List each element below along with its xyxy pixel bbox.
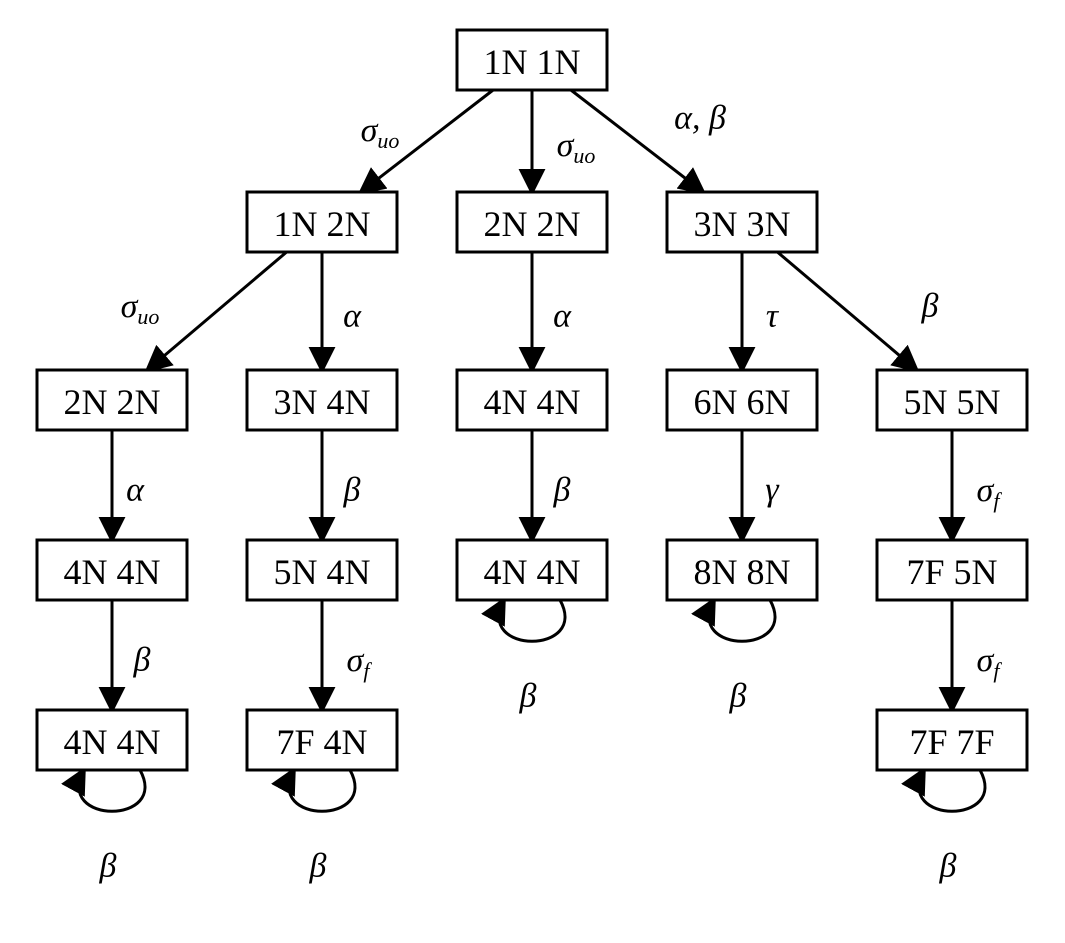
state-node: 4N 4N [457, 540, 607, 600]
node-label: 4N 4N [484, 552, 581, 592]
node-label: 5N 5N [904, 382, 1001, 422]
node-label: 7F 7F [909, 722, 994, 762]
node-label: 2N 2N [64, 382, 161, 422]
edge-label: β [729, 678, 747, 715]
state-node: 7F 7F [877, 710, 1027, 770]
edge-label: β [553, 472, 571, 509]
state-node: 6N 6N [667, 370, 817, 430]
state-node: 3N 4N [247, 370, 397, 430]
self-loop [709, 600, 775, 641]
edge [147, 252, 286, 370]
state-node: 4N 4N [37, 710, 187, 770]
edge-label: α [343, 298, 362, 335]
state-node: 4N 4N [457, 370, 607, 430]
edge-label: β [921, 288, 939, 325]
node-label: 4N 4N [64, 552, 161, 592]
edge-label: α [553, 298, 572, 335]
node-label: 8N 8N [694, 552, 791, 592]
self-loop [289, 770, 355, 811]
node-label: 1N 1N [484, 42, 581, 82]
node-label: 7F 4N [276, 722, 367, 762]
edge [777, 252, 916, 370]
edge-label: σuo [557, 127, 596, 168]
edge-label: σf [347, 642, 373, 683]
node-label: 4N 4N [484, 382, 581, 422]
state-diagram: 1N 1N 1N 2N 2N 2N 3N 3N 2N 2N 3N 4N 4N 4N 6N 6N… [0, 0, 1065, 943]
state-node: 8N 8N [667, 540, 817, 600]
self-loop [79, 770, 145, 811]
node-label: 3N 3N [694, 204, 791, 244]
self-loop [499, 600, 565, 641]
edge-label: σf [977, 642, 1003, 683]
edge-label: α, β [674, 100, 726, 137]
state-node: 7F 4N [247, 710, 397, 770]
state-node: 3N 3N [667, 192, 817, 252]
edge-label: γ [765, 472, 780, 509]
node-label: 5N 4N [274, 552, 371, 592]
edge-label: β [343, 472, 361, 509]
edge-label: β [133, 642, 151, 679]
state-node: 4N 4N [37, 540, 187, 600]
state-node: 2N 2N [457, 192, 607, 252]
state-node: 2N 2N [37, 370, 187, 430]
self-loop [919, 770, 985, 811]
edge-label: β [519, 678, 537, 715]
state-node: 5N 5N [877, 370, 1027, 430]
edge-label: β [309, 848, 327, 885]
edge-label: σf [977, 472, 1003, 513]
node-label: 2N 2N [484, 204, 581, 244]
node-label: 6N 6N [694, 382, 791, 422]
node-label: 7F 5N [906, 552, 997, 592]
state-node: 7F 5N [877, 540, 1027, 600]
edge-label: β [99, 848, 117, 885]
node-label: 1N 2N [274, 204, 371, 244]
node-label: 3N 4N [274, 382, 371, 422]
edge-label: σuo [361, 112, 400, 153]
edge-label: β [939, 848, 957, 885]
state-node: 5N 4N [247, 540, 397, 600]
state-node: 1N 1N [457, 30, 607, 90]
edge-label: τ [766, 298, 780, 335]
edge-label: σuo [121, 288, 160, 329]
node-label: 4N 4N [64, 722, 161, 762]
state-node: 1N 2N [247, 192, 397, 252]
edge-label: α [126, 472, 145, 509]
